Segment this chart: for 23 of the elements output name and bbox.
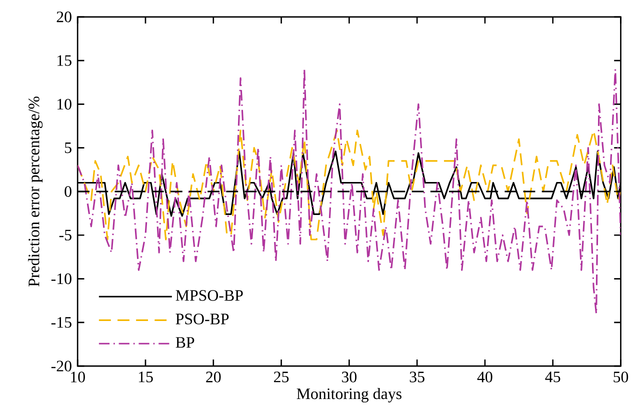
x-tick-label: 40 [477, 372, 492, 382]
y-tick-label: -20 [51, 360, 72, 372]
x-tick-label: 30 [342, 372, 357, 382]
y-tick-label: -10 [51, 274, 72, 284]
y-tick-label: 0 [64, 186, 72, 197]
x-axis-title: Monitoring days [296, 388, 402, 403]
y-tick-label: 5 [64, 142, 72, 154]
x-tick-label: 50 [614, 372, 628, 382]
x-tick-label: 25 [274, 372, 289, 382]
y-tick-label: -15 [51, 317, 72, 328]
y-tick-label: 20 [56, 12, 72, 22]
x-tick-label: 35 [410, 372, 424, 382]
x-tick-label: 15 [138, 372, 153, 382]
legend-label: BP [176, 337, 194, 348]
x-tick-label: 20 [206, 372, 221, 382]
line-series [78, 68, 621, 315]
x-tick-label: 45 [545, 372, 560, 382]
y-tick-label: 10 [58, 98, 72, 110]
y-tick-label: -5 [59, 230, 72, 241]
legend-label: PSO-BP [176, 314, 229, 324]
y-axis-title: Prediction error percentage/% [28, 96, 43, 287]
legend-label: MPSO-BP [176, 290, 243, 301]
y-tick-label: 15 [58, 55, 72, 66]
